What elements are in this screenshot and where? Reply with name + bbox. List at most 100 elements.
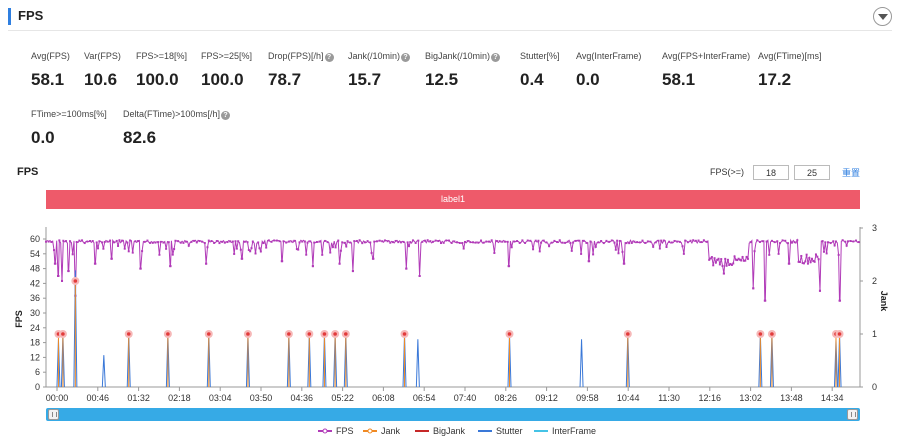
fps-point	[784, 239, 787, 242]
fps-point	[734, 258, 737, 261]
y2-tick-label: 2	[872, 276, 877, 286]
fps-point	[442, 241, 445, 244]
section-accent-bar	[8, 8, 11, 25]
fps-point	[756, 239, 759, 242]
help-icon[interactable]: ?	[220, 111, 230, 120]
fps-point	[548, 245, 551, 248]
fps-point	[516, 240, 519, 243]
fps-point	[185, 240, 188, 243]
fps-point	[421, 240, 424, 243]
legend-item-stutter[interactable]: Stutter	[478, 426, 523, 436]
scrollbar-left-handle[interactable]	[48, 409, 59, 420]
fps-point	[146, 239, 149, 242]
fps-point	[370, 251, 373, 254]
timeline-scrollbar[interactable]	[46, 408, 860, 421]
metric-avg-fps-interframe: Avg(FPS+InterFrame) 58.1	[662, 50, 750, 90]
metric-value: 58.1	[662, 70, 696, 89]
fps-point	[431, 240, 434, 243]
metric-stutter: Stutter[%] 0.4	[520, 50, 560, 90]
fps-point	[151, 241, 154, 244]
label-bar[interactable]: label1	[46, 190, 860, 209]
fps-point	[115, 239, 118, 242]
fps-point	[625, 242, 628, 245]
legend-item-bigjank[interactable]: BigJank	[415, 426, 465, 436]
x-tick-label: 12:16	[699, 393, 722, 403]
stutter-spike	[415, 339, 420, 388]
help-icon[interactable]: ?	[491, 53, 501, 62]
fps-point	[736, 259, 739, 262]
fps-point	[270, 240, 273, 243]
reset-link[interactable]: 重置	[842, 168, 861, 178]
x-tick-label: 06:08	[372, 393, 395, 403]
fps-point	[405, 267, 408, 270]
legend-item-interframe[interactable]: InterFrame	[534, 426, 596, 436]
fps-point	[608, 240, 611, 243]
fps-threshold-input-2[interactable]	[794, 165, 830, 180]
fps-point	[508, 265, 511, 268]
fps-point	[321, 253, 324, 256]
fps-point	[744, 259, 747, 262]
x-tick-label: 09:58	[576, 393, 599, 403]
legend-item-jank[interactable]: Jank	[363, 426, 400, 436]
fps-line	[45, 238, 861, 302]
help-icon[interactable]: ?	[324, 53, 334, 62]
fps-point	[469, 241, 472, 244]
fps-point	[278, 240, 281, 243]
fps-point	[618, 239, 621, 242]
legend-item-fps[interactable]: FPS	[318, 426, 354, 436]
bigjank-marker	[344, 332, 348, 336]
fps-point	[203, 242, 206, 245]
fps-point	[137, 240, 140, 243]
metric-value: 0.0	[576, 70, 600, 89]
fps-point	[246, 241, 249, 244]
fps-point	[841, 239, 844, 242]
fps-point	[844, 240, 847, 243]
fps-point	[106, 240, 109, 243]
fps-point	[167, 241, 170, 244]
fps-point	[638, 241, 641, 244]
fps-point	[383, 239, 386, 242]
fps-point	[323, 239, 326, 242]
fps-point	[149, 241, 152, 244]
help-icon[interactable]: ?	[401, 53, 411, 62]
fps-point	[818, 289, 821, 292]
fps-point	[493, 251, 496, 254]
fps-point	[250, 247, 253, 250]
bigjank-marker	[626, 332, 630, 336]
fps-point	[223, 241, 226, 244]
fps-point	[613, 241, 616, 244]
fps-point	[127, 250, 130, 253]
fps-point	[373, 240, 376, 243]
x-tick-label: 08:26	[495, 393, 518, 403]
scrollbar-right-handle[interactable]	[847, 409, 858, 420]
fps-point	[306, 241, 309, 244]
fps-point	[54, 262, 57, 265]
fps-point	[218, 242, 221, 245]
legend-label: BigJank	[433, 426, 466, 436]
fps-point	[45, 240, 47, 243]
fps-point	[397, 241, 400, 244]
fps-point	[592, 253, 595, 256]
fps-point	[852, 240, 855, 243]
collapse-toggle-button[interactable]	[873, 7, 892, 26]
fps-point	[570, 249, 573, 252]
stutter-series	[56, 270, 842, 388]
fps-point	[778, 242, 781, 245]
fps-threshold-input-1[interactable]	[753, 165, 789, 180]
fps-point	[665, 246, 668, 249]
bigjank-marker	[126, 332, 131, 336]
fps-point	[103, 240, 106, 243]
fps-point	[713, 257, 716, 260]
fps-point	[741, 256, 744, 259]
fps-point	[445, 239, 448, 242]
fps-point	[758, 240, 761, 243]
y2-tick-label: 3	[872, 223, 877, 233]
fps-point	[174, 239, 177, 242]
fps-point	[738, 258, 741, 261]
fps-point	[426, 239, 429, 242]
bigjank-marker	[246, 332, 250, 336]
fps-point	[394, 239, 397, 242]
metric-label: Avg(InterFrame)	[576, 51, 642, 61]
fps-point	[409, 241, 412, 244]
fps-point	[407, 245, 410, 248]
